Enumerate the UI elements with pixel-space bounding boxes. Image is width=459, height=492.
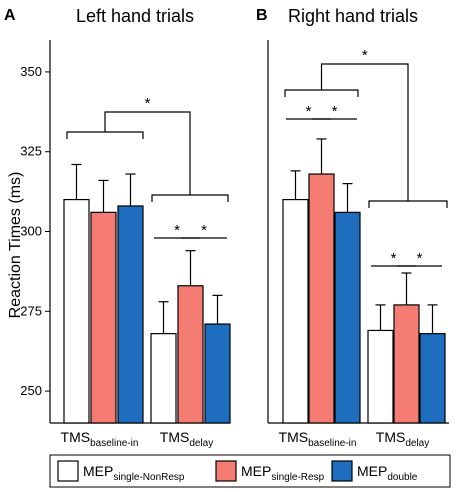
significance-star: * <box>174 222 180 239</box>
x-tick-label: TMSdelay <box>376 429 429 449</box>
x-tick-label-sub: baseline-in <box>308 438 356 449</box>
legend-label-main: MEP <box>241 463 271 479</box>
x-tick-label: TMSbaseline-in <box>61 429 139 449</box>
legend-label-sub: double <box>387 472 417 483</box>
y-axis-label: Reaction Times (ms) <box>7 172 24 319</box>
bar <box>90 211 117 424</box>
legend-label-main: MEP <box>357 463 387 479</box>
legend-label: MEPsingle-Resp <box>241 463 325 483</box>
bar <box>204 323 231 424</box>
group-bracket <box>368 200 448 208</box>
legend-label: MEPdouble <box>357 463 418 483</box>
panel-letter: B <box>256 7 268 24</box>
bar <box>308 173 335 424</box>
x-tick-label-main: TMS <box>279 429 309 445</box>
legend-label: MEPsingle-NonResp <box>83 463 185 483</box>
bar <box>282 198 309 424</box>
y-tick-label: 350 <box>20 64 42 79</box>
significance-star: * <box>332 103 338 120</box>
x-tick-label-sub: delay <box>189 438 213 449</box>
significance-star: * <box>201 222 207 239</box>
legend-label-sub: single-Resp <box>271 472 324 483</box>
bar <box>63 198 90 424</box>
bar <box>367 329 394 424</box>
legend-frame <box>49 454 451 488</box>
y-tick-label: 300 <box>20 224 42 239</box>
significance-star: * <box>417 250 423 267</box>
between-group-bracket <box>104 111 191 195</box>
x-tick-label: TMSbaseline-in <box>279 429 357 449</box>
panel-title: Right hand trials <box>288 6 418 26</box>
legend-swatch <box>57 460 79 482</box>
bar <box>419 333 446 424</box>
x-tick-label-sub: baseline-in <box>90 438 138 449</box>
between-group-bracket <box>320 63 409 201</box>
legend-swatch <box>331 460 353 482</box>
significance-star: * <box>306 103 312 120</box>
group-bracket <box>284 89 359 97</box>
bar <box>150 333 177 424</box>
panel-left-hand: A Left hand trials250275300325350TMSbasel… <box>4 6 231 449</box>
bar <box>117 205 144 424</box>
x-tick-label-main: TMS <box>376 429 406 445</box>
y-tick-label: 325 <box>20 144 42 159</box>
x-tick-label: TMSdelay <box>160 429 213 449</box>
y-tick-label: 275 <box>20 303 42 318</box>
bar <box>177 285 204 424</box>
bar <box>393 304 420 424</box>
x-tick-label-main: TMS <box>160 429 190 445</box>
bar <box>334 211 361 424</box>
group-bracket <box>66 131 144 139</box>
panel-title: Left hand trials <box>76 6 194 26</box>
significance-star: * <box>145 95 151 112</box>
legend: MEPsingle-NonResp MEPsingle-Resp MEPdouble <box>49 454 451 488</box>
legend-label-main: MEP <box>83 463 113 479</box>
significance-star: * <box>391 250 397 267</box>
y-tick-label: 250 <box>20 383 42 398</box>
significance-star: * <box>362 47 368 64</box>
group-bracket <box>151 194 229 202</box>
legend-swatch <box>215 460 237 482</box>
x-tick-label-main: TMS <box>61 429 91 445</box>
legend-label-sub: single-NonResp <box>113 472 185 483</box>
panel-letter: A <box>4 7 16 24</box>
x-tick-label-sub: delay <box>405 438 429 449</box>
